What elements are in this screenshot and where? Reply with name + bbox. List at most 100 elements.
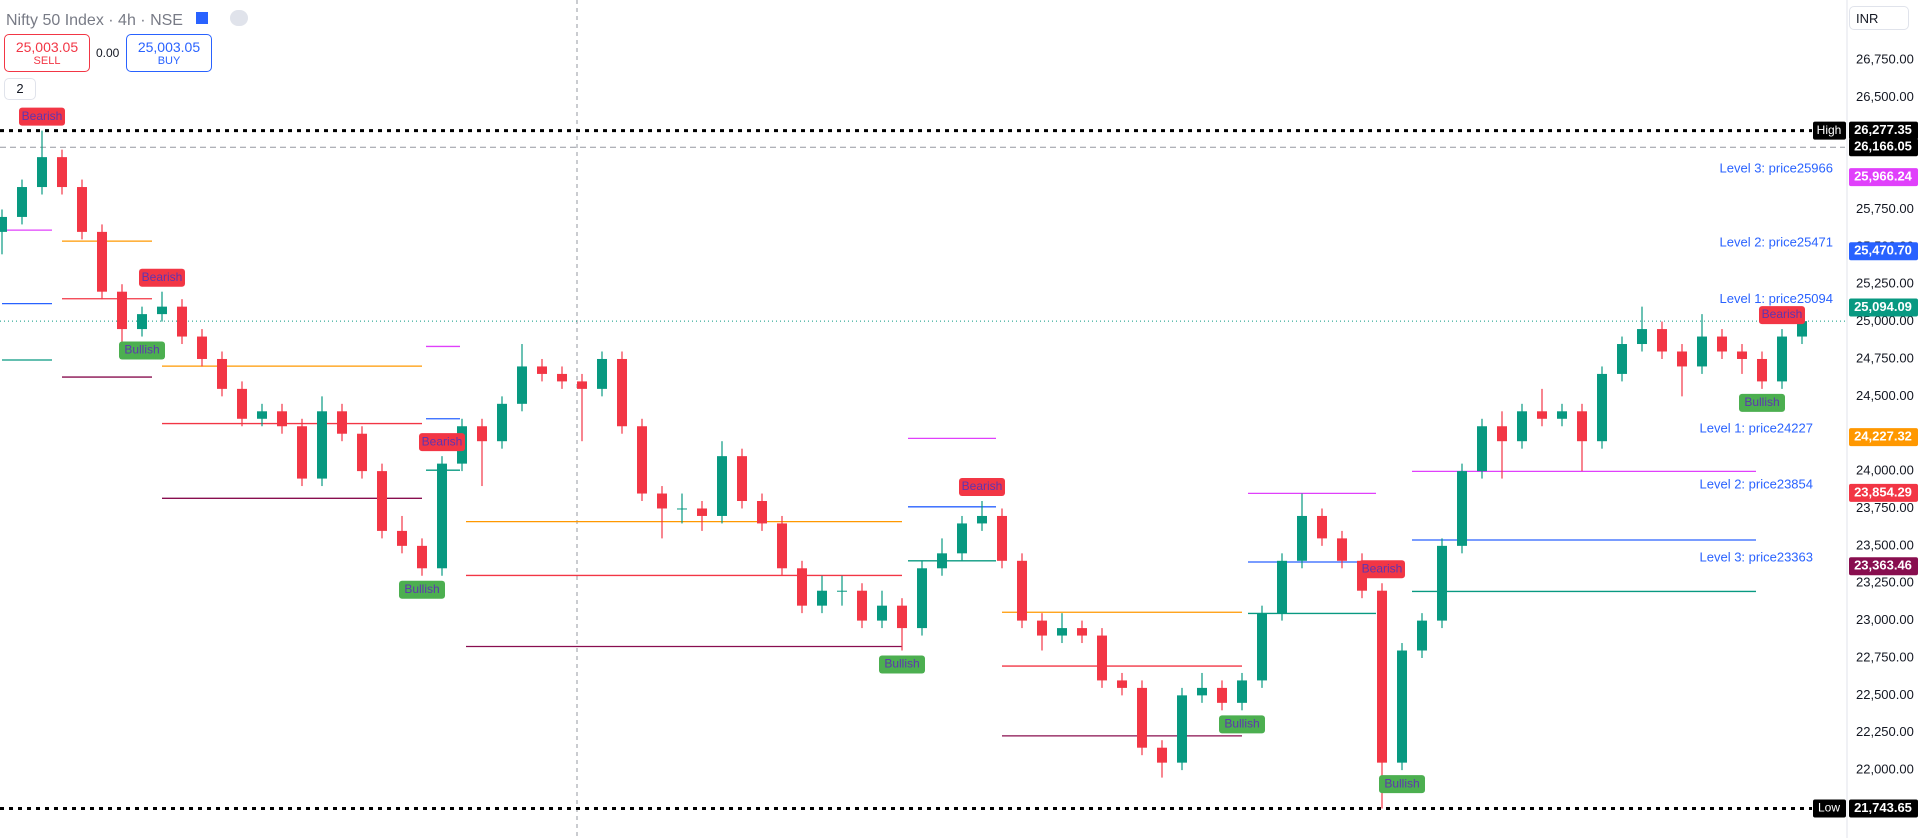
y-tick-label: 24,500.00 — [1856, 388, 1914, 403]
signal-label: Bearish — [142, 270, 183, 284]
signal-label: Bearish — [962, 479, 1003, 493]
candle-body — [1777, 336, 1787, 382]
candle-body — [1157, 747, 1167, 763]
indicator-toggle[interactable]: 2 — [4, 78, 36, 100]
candle-body — [1597, 373, 1607, 442]
candle-body — [1257, 613, 1267, 681]
y-tick-label: 24,750.00 — [1856, 350, 1914, 365]
candle-body — [77, 187, 87, 232]
price-tag-label: 25,094.09 — [1854, 299, 1912, 314]
candle-body — [97, 231, 107, 292]
candle-body — [137, 314, 147, 330]
signal-label: Bearish — [422, 434, 463, 448]
candle-body — [797, 568, 807, 606]
signal-label: Bearish — [1762, 307, 1803, 321]
candle-body — [597, 358, 607, 389]
candle-body — [257, 411, 267, 419]
candle-body — [737, 456, 747, 502]
candle-body — [1317, 515, 1327, 539]
candle-body — [1277, 560, 1287, 614]
candle-body — [1077, 628, 1087, 636]
candle-body — [857, 590, 867, 621]
price-tag — [1849, 168, 1918, 187]
candle-body — [1117, 680, 1127, 688]
price-tag — [1849, 138, 1918, 157]
price-tag-label: 24,227.32 — [1854, 429, 1912, 444]
candle-body — [357, 433, 367, 472]
candle-body — [1097, 635, 1107, 681]
candle-body — [157, 306, 167, 315]
y-tick-label: 22,500.00 — [1856, 687, 1914, 702]
candle-body — [977, 515, 987, 524]
candle-body — [1137, 687, 1147, 748]
y-tick-label: 22,000.00 — [1856, 762, 1914, 777]
candle-body — [1437, 545, 1447, 621]
price-tag-name: High — [1817, 123, 1842, 137]
candle-body — [917, 568, 927, 629]
signal-label: Bullish — [124, 343, 159, 357]
level-label: Level 1: price25094 — [1720, 291, 1833, 306]
candle-body — [1237, 680, 1247, 703]
candle-body — [0, 216, 7, 232]
candle-body — [617, 358, 627, 427]
candle-body — [777, 523, 787, 569]
candle-body — [417, 545, 427, 569]
candle-body — [1477, 426, 1487, 472]
candle-body — [1677, 351, 1687, 367]
price-tag-name-bg — [1813, 799, 1846, 818]
candle-body — [1457, 471, 1467, 546]
y-tick-label: 22,250.00 — [1856, 724, 1914, 739]
candle-body — [957, 523, 967, 554]
sell-label: SELL — [33, 55, 61, 67]
candle-body — [277, 411, 287, 427]
y-tick-label: 25,750.00 — [1856, 201, 1914, 216]
candle-body — [377, 471, 387, 531]
candle-body — [57, 157, 67, 188]
candle-body — [1557, 411, 1567, 419]
candle-body — [197, 336, 207, 359]
candle-body — [1397, 650, 1407, 763]
candle-body — [1297, 515, 1307, 561]
price-tag-label: 26,277.35 — [1854, 122, 1912, 137]
buy-price: 25,003.05 — [137, 39, 201, 55]
candle-body — [557, 373, 567, 382]
indicator-count: 2 — [16, 81, 24, 96]
candle-body — [877, 605, 887, 621]
currency-selector[interactable]: INR — [1849, 6, 1909, 30]
candle-body — [237, 388, 247, 419]
collapse-button[interactable] — [230, 10, 248, 26]
flag[interactable] — [196, 12, 208, 24]
buy-label: BUY — [157, 55, 181, 67]
candle-body — [1017, 560, 1027, 621]
candle-body — [537, 366, 547, 374]
candle-body — [897, 605, 907, 629]
candle-body — [997, 515, 1007, 561]
y-tick-label: 26,750.00 — [1856, 51, 1914, 66]
y-tick-label: 25,250.00 — [1856, 276, 1914, 291]
candle-body — [337, 411, 347, 434]
candle-body — [1177, 695, 1187, 763]
candle-body — [397, 530, 407, 546]
candle-body — [437, 463, 447, 569]
signal-label: Bullish — [1224, 716, 1259, 730]
candle-body — [317, 411, 327, 479]
sell-button[interactable]: 25,003.05 SELL — [4, 34, 90, 72]
symbol-title[interactable]: Nifty 50 Index · 4h · NSE — [6, 12, 183, 29]
candle-body — [817, 590, 827, 606]
candle-body — [937, 553, 947, 569]
price-tag — [1849, 483, 1918, 502]
signal-badge — [1359, 560, 1405, 579]
signal-badge — [1759, 306, 1805, 325]
candle-body — [477, 426, 487, 442]
candle-body — [637, 426, 647, 494]
candle-body — [17, 187, 27, 217]
price-tag — [1849, 428, 1918, 447]
candle-body — [217, 358, 227, 389]
level-label: Level 2: price25471 — [1720, 235, 1833, 250]
candle-body — [757, 501, 767, 524]
y-tick-label: 25,000.00 — [1856, 313, 1914, 328]
buy-button[interactable]: 25,003.05 BUY — [126, 34, 212, 72]
signal-badge — [119, 341, 165, 360]
signal-badge — [879, 655, 925, 674]
